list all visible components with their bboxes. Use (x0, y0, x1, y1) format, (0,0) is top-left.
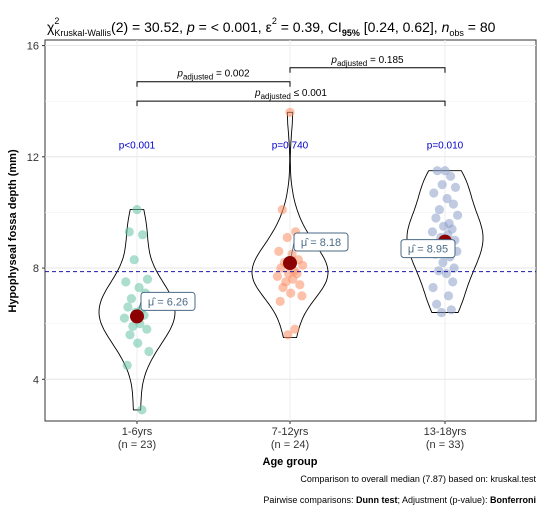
violin-1-6yrs (98, 209, 176, 411)
data-point (450, 182, 461, 192)
x-tick-label: 1-6yrs (122, 426, 153, 438)
data-point (440, 166, 450, 176)
data-point (446, 305, 456, 315)
data-point (434, 266, 444, 276)
data-point (432, 299, 442, 309)
pairwise-label: padjusted = 0.185 (330, 55, 404, 68)
data-point (441, 269, 451, 279)
chart-title: χ2 Kruskal-Wallis(2) = 30.52, p = < 0.001… (47, 16, 496, 38)
data-point (283, 330, 293, 340)
x-tick-label: 13-18yrs (424, 426, 467, 438)
data-point (133, 338, 143, 348)
data-point (431, 213, 441, 223)
pairwise-brackets: padjusted = 0.002 padjusted = 0.185 padjus… (136, 55, 446, 107)
data-point (298, 260, 308, 270)
data-point (446, 171, 456, 181)
data-point (437, 180, 447, 190)
data-point (438, 257, 448, 268)
data-point (290, 324, 300, 334)
mean-label: μ̂ = 6.26 (148, 296, 188, 308)
mean-label-box (140, 291, 196, 311)
data-point (276, 263, 286, 273)
y-axis-label: Hypophyseal fossa depth (mm) (7, 149, 19, 313)
data-point (439, 221, 449, 231)
data-point (297, 291, 307, 301)
mean-point (130, 309, 144, 324)
caption-median: Comparison to overall median (7.87) base… (300, 474, 536, 484)
data-point (434, 205, 444, 215)
data-point (125, 330, 135, 340)
data-point (442, 193, 452, 204)
mean-label-box (293, 232, 349, 252)
data-point (432, 166, 442, 176)
data-point (129, 255, 139, 265)
data-point (126, 294, 136, 304)
mean-label-box (400, 239, 456, 259)
data-point (275, 296, 285, 306)
data-point (295, 280, 305, 290)
data-point (144, 346, 154, 357)
data-point (134, 282, 144, 293)
data-point (277, 205, 287, 215)
y-tick-label: 4 (33, 374, 39, 386)
data-point (285, 107, 295, 117)
data-point (122, 360, 132, 370)
data-point (448, 199, 458, 209)
p-value-label: p=0.010 (427, 140, 464, 151)
data-point (427, 227, 437, 237)
x-tick-label: 7-12yrs (272, 426, 309, 438)
data-point (274, 246, 284, 256)
caption-pairwise: Pairwise comparisons: Dunn test; Adjustm… (263, 495, 536, 505)
pairwise-bracket (136, 81, 291, 87)
violin-13-18yrs (406, 170, 484, 313)
data-point (453, 210, 463, 220)
data-point (142, 324, 152, 334)
data-point (128, 321, 138, 331)
y-tick-label: 16 (27, 41, 39, 53)
y-tick-label: 8 (33, 263, 39, 275)
y-axis: 4 8 12 16 (27, 41, 45, 386)
mean-label: μ̂ = 8.95 (408, 244, 448, 256)
data-point (428, 282, 438, 293)
data-point (138, 230, 148, 240)
data-point (142, 274, 153, 284)
means: μ̂ = 6.26 μ̂ = 8.18 μ̂ = 8.95 (130, 232, 456, 324)
data-point (286, 288, 296, 298)
data-point (272, 271, 282, 281)
data-point (436, 307, 447, 318)
x-axis-label: Age group (263, 456, 318, 468)
pairwise-label: padjusted ≤ 0.001 (254, 88, 327, 101)
p-values: p<0.001 p=0.740 p=0.010 (119, 140, 464, 151)
pairwise-label: padjusted = 0.002 (176, 69, 250, 82)
data-point (132, 205, 142, 215)
data-point (119, 313, 129, 323)
mean-label: μ̂ = 8.18 (301, 237, 341, 249)
data-point (137, 405, 147, 415)
data-point (282, 232, 292, 243)
x-tick-n-label: (n = 33) (426, 439, 464, 451)
data-point (123, 302, 133, 312)
data-point (124, 227, 134, 237)
p-value-label: p<0.001 (119, 140, 156, 151)
data-point (443, 291, 454, 301)
data-point (449, 263, 459, 273)
x-tick-n-label: (n = 23) (118, 439, 156, 451)
data-point (288, 274, 298, 284)
p-value-label: p=0.740 (272, 140, 309, 151)
y-tick-label: 12 (27, 152, 39, 164)
data-point (448, 277, 458, 287)
pairwise-bracket (289, 67, 446, 73)
x-tick-n-label: (n = 24) (271, 439, 309, 451)
data-point (121, 277, 131, 287)
data-point (278, 282, 288, 293)
data-point (429, 188, 439, 198)
mean-point (283, 256, 297, 271)
x-axis: 1-6yrs(n = 23) 7-12yrs(n = 24) 13-18yrs(n … (118, 421, 467, 451)
pairwise-bracket (136, 100, 446, 107)
